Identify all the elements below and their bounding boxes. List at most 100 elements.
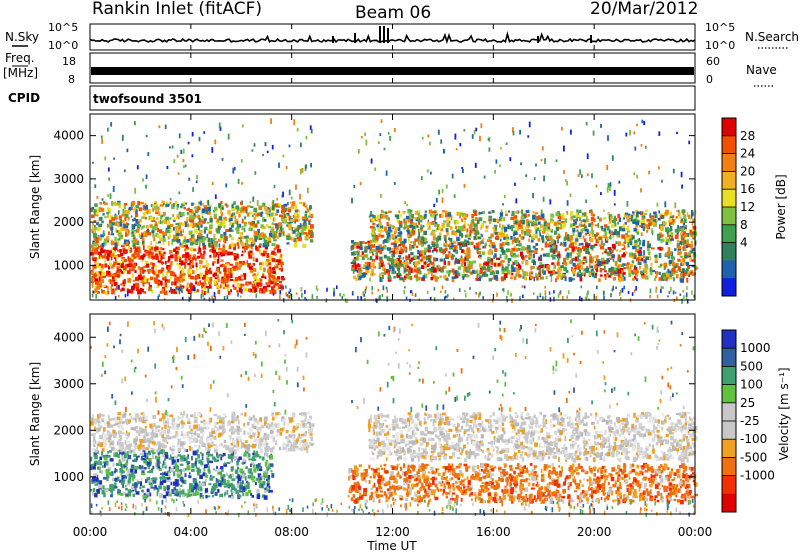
range-cell bbox=[149, 216, 154, 221]
range-cell bbox=[537, 273, 540, 277]
range-cell bbox=[488, 147, 491, 152]
range-cell bbox=[683, 295, 685, 299]
range-cell bbox=[214, 277, 218, 280]
range-cell bbox=[404, 217, 408, 221]
range-cell bbox=[363, 254, 367, 258]
range-cell bbox=[138, 295, 140, 300]
range-cell bbox=[191, 154, 194, 158]
range-cell bbox=[180, 212, 185, 217]
range-cell bbox=[288, 144, 291, 148]
range-cell bbox=[91, 492, 95, 496]
range-cell bbox=[224, 203, 227, 206]
range-cell bbox=[405, 269, 409, 272]
range-cell bbox=[656, 202, 659, 207]
range-cell bbox=[432, 274, 436, 279]
range-cell bbox=[302, 218, 306, 221]
range-cell bbox=[653, 218, 657, 223]
range-cell bbox=[690, 270, 694, 273]
range-cell bbox=[619, 292, 621, 296]
range-cell bbox=[96, 241, 98, 246]
range-cell bbox=[582, 235, 585, 240]
range-cell bbox=[315, 285, 318, 290]
range-cell bbox=[636, 212, 639, 218]
range-cell bbox=[384, 214, 387, 219]
range-cell bbox=[581, 212, 586, 217]
range-cell bbox=[256, 278, 260, 283]
range-cell bbox=[483, 220, 487, 224]
range-cell bbox=[541, 146, 544, 151]
range-cell bbox=[120, 466, 123, 471]
range-cell bbox=[515, 261, 519, 265]
range-cell bbox=[136, 456, 138, 461]
range-cell bbox=[199, 469, 202, 474]
range-cell bbox=[591, 268, 594, 273]
range-cell bbox=[234, 449, 237, 455]
range-cell bbox=[212, 456, 216, 460]
range-cell bbox=[467, 237, 471, 240]
range-cell bbox=[152, 233, 155, 238]
range-cell bbox=[403, 260, 406, 263]
range-cell bbox=[123, 205, 126, 210]
range-cell bbox=[509, 226, 512, 230]
range-cell bbox=[642, 227, 645, 231]
range-cell bbox=[128, 259, 133, 264]
range-cell bbox=[269, 233, 273, 238]
range-cell bbox=[504, 255, 508, 260]
range-cell bbox=[649, 288, 652, 294]
range-cell bbox=[682, 290, 685, 293]
range-cell bbox=[359, 181, 362, 186]
range-cell bbox=[513, 231, 518, 236]
range-cell bbox=[169, 250, 173, 254]
range-cell bbox=[298, 236, 302, 242]
range-cell bbox=[574, 221, 577, 225]
range-cell bbox=[223, 271, 227, 277]
range-cell bbox=[621, 273, 624, 278]
range-cell bbox=[463, 129, 466, 132]
range-cell bbox=[555, 159, 558, 163]
range-cell bbox=[196, 175, 198, 180]
range-cell bbox=[553, 290, 555, 294]
range-cell bbox=[539, 254, 542, 260]
range-cell bbox=[539, 265, 544, 269]
range-cell bbox=[365, 248, 368, 253]
range-cell bbox=[144, 203, 147, 206]
range-cell bbox=[629, 234, 634, 239]
range-cell bbox=[129, 290, 134, 294]
range-cell bbox=[391, 259, 395, 264]
range-cell bbox=[253, 240, 256, 246]
range-cell bbox=[588, 223, 592, 228]
range-cell bbox=[597, 216, 599, 220]
range-cell bbox=[217, 254, 220, 259]
range-cell bbox=[171, 489, 175, 494]
range-cell bbox=[553, 249, 556, 254]
range-cell bbox=[107, 167, 110, 172]
range-cell bbox=[245, 491, 249, 497]
range-cell bbox=[670, 232, 674, 237]
range-cell bbox=[354, 269, 357, 272]
range-cell bbox=[290, 293, 292, 296]
range-cell bbox=[352, 271, 355, 274]
range-cell bbox=[256, 281, 260, 287]
range-cell bbox=[279, 290, 281, 295]
range-cell bbox=[217, 222, 222, 227]
range-cell bbox=[270, 212, 274, 217]
range-cell bbox=[235, 476, 239, 479]
range-cell bbox=[288, 226, 292, 231]
range-cell bbox=[591, 221, 594, 227]
range-cell bbox=[128, 473, 131, 478]
range-cell bbox=[94, 257, 97, 260]
range-cell bbox=[141, 275, 146, 278]
range-cell bbox=[189, 259, 193, 264]
range-cell bbox=[268, 475, 271, 480]
range-cell bbox=[358, 254, 363, 257]
range-cell bbox=[116, 230, 118, 233]
range-cell bbox=[526, 219, 529, 224]
range-cell bbox=[271, 258, 276, 263]
range-cell bbox=[591, 214, 596, 217]
range-cell bbox=[520, 219, 523, 224]
range-cell bbox=[659, 213, 663, 216]
range-cell bbox=[226, 204, 229, 208]
range-cell bbox=[445, 228, 449, 233]
range-cell bbox=[266, 214, 270, 218]
range-cell bbox=[618, 277, 622, 283]
